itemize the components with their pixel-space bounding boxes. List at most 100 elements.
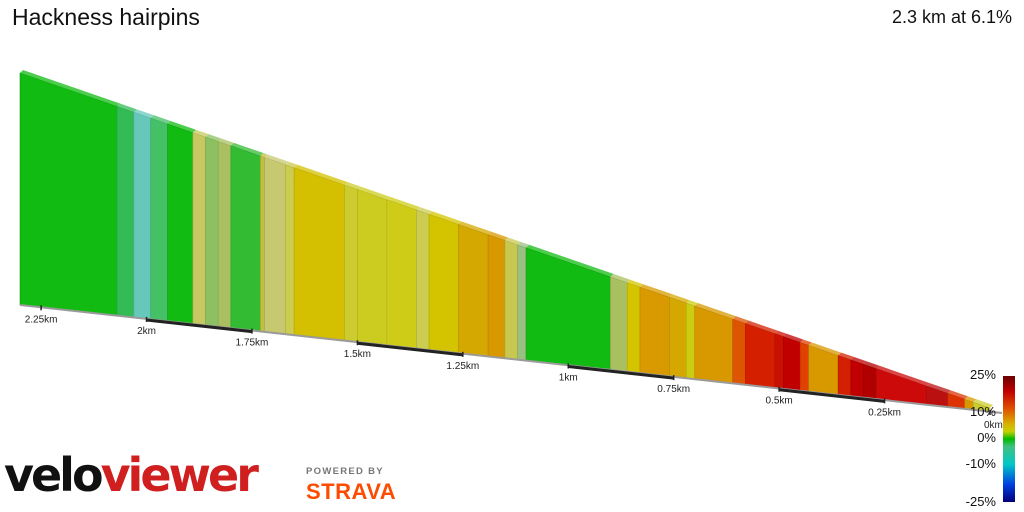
profile-segment <box>610 276 628 373</box>
profile-segment <box>799 342 809 393</box>
profile-segment <box>192 132 206 326</box>
profile-segment <box>686 302 696 380</box>
distance-tick-label: 0.25km <box>868 407 901 418</box>
profile-segment-top <box>610 273 631 283</box>
profile-segment-top <box>838 352 854 360</box>
profile-segment-top <box>783 333 804 343</box>
strava-wordmark: STRAVA <box>306 479 397 504</box>
distance-tick-label: 1.25km <box>446 361 479 372</box>
profile-segment <box>167 123 194 325</box>
profile-segment <box>850 359 864 399</box>
profile-segment <box>458 224 489 357</box>
profile-segment <box>487 234 506 359</box>
logo-viewer-text: viewer <box>100 448 259 502</box>
profile-segment <box>774 333 784 390</box>
profile-segment-top <box>639 284 673 298</box>
profile-segment <box>230 145 261 332</box>
profile-segment-top <box>947 390 968 400</box>
climb-summary: 2.3 km at 6.1% <box>891 7 1012 27</box>
profile-segment <box>525 247 611 371</box>
profile-segment-top <box>133 109 154 119</box>
distance-tick-labels: 2.25km 2km 1.75km 1.5km 1.25km 1km 0.75km 0.5km… <box>25 305 1003 431</box>
legend-label-0: 0% <box>977 430 996 445</box>
profile-segment-top <box>294 164 348 186</box>
profile-segment-top <box>344 182 361 190</box>
profile-segment-top <box>517 241 530 248</box>
distance-tick-label: 0.75km <box>657 384 690 395</box>
profile-segment <box>133 111 152 320</box>
profile-segment-top <box>774 330 787 337</box>
profile-segment-top <box>117 103 137 113</box>
profile-segments <box>19 70 993 413</box>
profile-segment <box>745 323 776 389</box>
profile-segment-top <box>526 244 614 277</box>
profile-segment <box>386 199 417 350</box>
profile-segment <box>694 305 734 384</box>
distance-tick-label: 1.75km <box>236 338 269 349</box>
profile-segment-top <box>686 300 698 307</box>
profile-segment-top <box>218 138 234 146</box>
profile-segment <box>150 117 168 322</box>
powered-by-strava-logo: POWERED BY STRAVA <box>306 466 396 505</box>
gradient-legend-bar <box>1003 376 1015 502</box>
legend-label-minus-25: -25% <box>965 494 996 509</box>
profile-segment-top <box>808 342 842 356</box>
distance-tick-label: 0km <box>984 420 1003 431</box>
profile-segment <box>783 336 801 392</box>
profile-segment-top <box>264 154 289 165</box>
profile-segment <box>863 363 877 400</box>
powered-by-text: POWERED BY <box>306 466 384 477</box>
profile-segment-top <box>964 396 977 403</box>
profile-segment <box>260 155 265 333</box>
profile-segment-top <box>876 365 930 387</box>
legend-label-minus-10: -10% <box>965 456 996 471</box>
profile-segment-top <box>488 231 508 241</box>
profile-segment-top <box>732 316 749 324</box>
profile-segment <box>517 244 527 362</box>
distance-tick-label: 2km <box>137 326 156 337</box>
profile-segment-top <box>800 339 812 346</box>
profile-segment <box>19 72 118 317</box>
page-title: Hackness hairpins <box>12 4 200 30</box>
distance-band <box>357 341 463 357</box>
distance-tick-label: 1.5km <box>344 349 371 360</box>
profile-segment-top <box>505 237 521 245</box>
distance-band <box>146 318 253 334</box>
profile-segment <box>639 286 670 377</box>
profile-segment-top <box>192 129 209 138</box>
veloviewer-logo: veloviewer <box>4 452 259 498</box>
profile-segment <box>217 141 232 329</box>
profile-segment <box>357 189 388 346</box>
profile-segment-top <box>429 211 462 225</box>
distance-bands <box>146 318 885 403</box>
profile-segment-top <box>150 115 171 124</box>
profile-segment-top <box>167 120 196 133</box>
logo-velo-text: velo <box>4 448 104 502</box>
profile-segment-top <box>627 279 643 288</box>
profile-segment-top <box>20 70 120 107</box>
profile-segment <box>285 164 295 336</box>
profile-segment-top <box>973 399 993 408</box>
profile-segment <box>116 106 135 318</box>
profile-segment-top <box>926 383 951 394</box>
profile-segment <box>264 157 286 335</box>
profile-segment-top <box>694 303 736 320</box>
profile-segment <box>428 213 459 354</box>
distance-tick-label: 1km <box>559 372 578 383</box>
profile-segment <box>293 167 346 342</box>
profile-segment-top <box>458 221 492 235</box>
profile-segment <box>344 184 358 343</box>
distance-band <box>778 388 885 403</box>
profile-segment-top <box>230 142 264 157</box>
profile-segment-top <box>386 196 420 210</box>
profile-segment <box>837 355 852 397</box>
profile-segment <box>627 282 641 374</box>
profile-segment <box>669 296 687 379</box>
distance-tick-label: 0.5km <box>766 396 793 407</box>
profile-segment-top <box>205 134 222 142</box>
profile-segment <box>205 136 219 328</box>
profile-segment-top <box>416 206 433 215</box>
legend-label-25: 25% <box>969 367 996 382</box>
profile-segment <box>504 240 518 361</box>
